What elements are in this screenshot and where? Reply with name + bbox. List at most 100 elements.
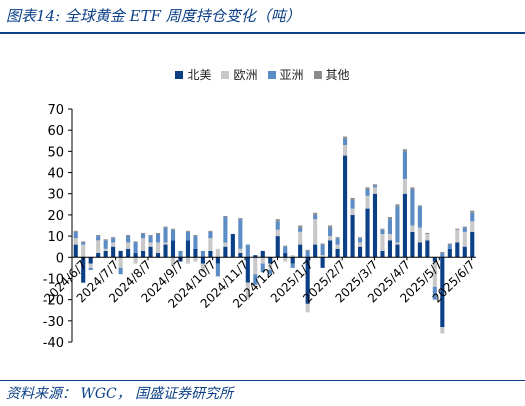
bar-segment-north_america [185,240,191,258]
bar-segment-asia [380,229,385,234]
bar-segment-north_america [313,244,318,258]
bar-segment-europe [223,242,228,247]
stacked-bar-chart: -40 -30 -20 -10 0 10 20 30 40 50 60 70 2024/6/72024… [41,103,478,351]
bar-segment-europe [410,225,415,232]
bar-segment-europe [417,227,422,243]
bar-segment-europe [402,178,407,194]
bar-segment-north_america [208,250,213,258]
bar-segment-asia [440,253,445,258]
bar-segment-other [96,235,101,237]
bar-segment-north_america [133,253,138,258]
bar-segment-europe [185,257,191,264]
bar-segment-north_america [103,250,108,258]
bar-segment-other [402,149,407,152]
bar-segment-other [185,230,191,232]
bar-segment-other [126,235,131,237]
bar-segment-europe [275,229,280,237]
bar-segment-other [141,232,146,234]
bar-segment-other [387,217,393,220]
bar-segment-asia [238,219,243,249]
bar-segment-asia [253,274,258,285]
bar-segment-north_america [343,155,348,258]
bar-segment-asia [343,138,348,145]
bar-segment-europe [141,238,146,251]
bar-segment-europe [73,238,78,245]
bar-segment-other [320,243,325,245]
x-axis: 2024/6/72024/7/72024/8/72024/9/72024/10/… [41,256,478,311]
bar-segment-north_america [268,257,273,264]
bar-segment-asia [305,250,310,258]
bar-segment-europe [425,233,430,241]
bar-segment-europe [320,255,325,258]
bar-segment-asia [73,231,78,239]
bar-segment-north_america [402,193,407,258]
bar-segment-north_america [81,257,86,283]
bar-segment-north_america [96,253,101,258]
bar-segment-asia [365,189,370,196]
bar-segment-north_america [126,248,131,258]
bar-segment-europe [470,221,475,232]
bar-segment-europe [88,263,93,268]
bar-segment-other [193,235,198,237]
bar-segment-asia [372,185,378,188]
y-tick-label: -40 [43,336,64,351]
bar-segment-north_america [88,257,93,264]
bar-segment-other [275,219,280,222]
bar-segment-other [350,197,355,201]
bar-segment-asia [133,242,138,254]
bar-segment-other [410,187,415,190]
bar-segment-europe [440,327,445,334]
bar-segment-europe [96,240,101,254]
bar-segment-north_america [215,257,220,264]
legend-label: 其他 [325,68,350,82]
bar-segment-other [372,184,378,186]
bar-segment-europe [313,219,318,245]
y-tick-label: 10 [47,230,64,245]
legend-label: 亚洲 [279,68,304,82]
bar-segment-europe [133,257,138,264]
source-note: 资料来源： WGC， 国盛证券研究所 [6,386,234,402]
bar-segment-europe [148,242,153,247]
bar-segment-north_america [230,233,235,258]
bar-segment-europe [163,242,168,245]
bar-segment-asia [447,244,452,249]
bar-segment-asia [155,233,161,243]
bar-segment-other [417,205,422,207]
bar-segment-europe [245,282,250,300]
bar-segment-north_america [395,244,400,258]
bar-segment-north_america [320,257,325,268]
source-divider [0,380,525,381]
bar-segment-europe [365,195,370,209]
bar-segment-other [447,243,452,245]
bar-segment-north_america [470,231,475,258]
bar-segment-other [380,228,385,230]
bar-segment-other [343,136,348,139]
bar-segment-europe [372,187,378,194]
bar-segment-europe [305,303,310,313]
bar-segment-north_america [290,257,295,264]
bar-segment-europe [343,145,348,156]
bar-segment-asia [118,267,123,275]
bar-segment-other [328,225,333,228]
bar-segment-asia [163,227,168,243]
chart-title: 图表14: 全球黄金 ETF 周度持仓变化（吨） [6,7,301,25]
y-axis: -40 -30 -20 -10 0 10 20 30 40 50 60 70 [43,103,73,351]
y-tick-label: 50 [47,145,64,160]
bar-segment-north_america [380,250,385,258]
bar-segment-north_america [335,248,340,258]
bar-segment-asia [268,269,273,275]
bar-segment-asia [141,233,146,239]
bar-segment-north_america [462,246,467,258]
bar-segment-asia [178,250,183,258]
bar-segment-north_america [432,257,437,262]
bar-segment-north_america [350,214,355,258]
bar-segment-asia [111,238,116,243]
bar-segment-asia [470,212,475,222]
bar-segment-north_america [298,244,303,258]
bar-segment-europe [350,208,355,215]
bar-segment-europe [215,248,220,258]
bar-segment-north_america [141,250,146,258]
legend-swatch [221,70,230,79]
bar-segment-europe [335,244,340,249]
bar-segment-asia [298,227,303,232]
